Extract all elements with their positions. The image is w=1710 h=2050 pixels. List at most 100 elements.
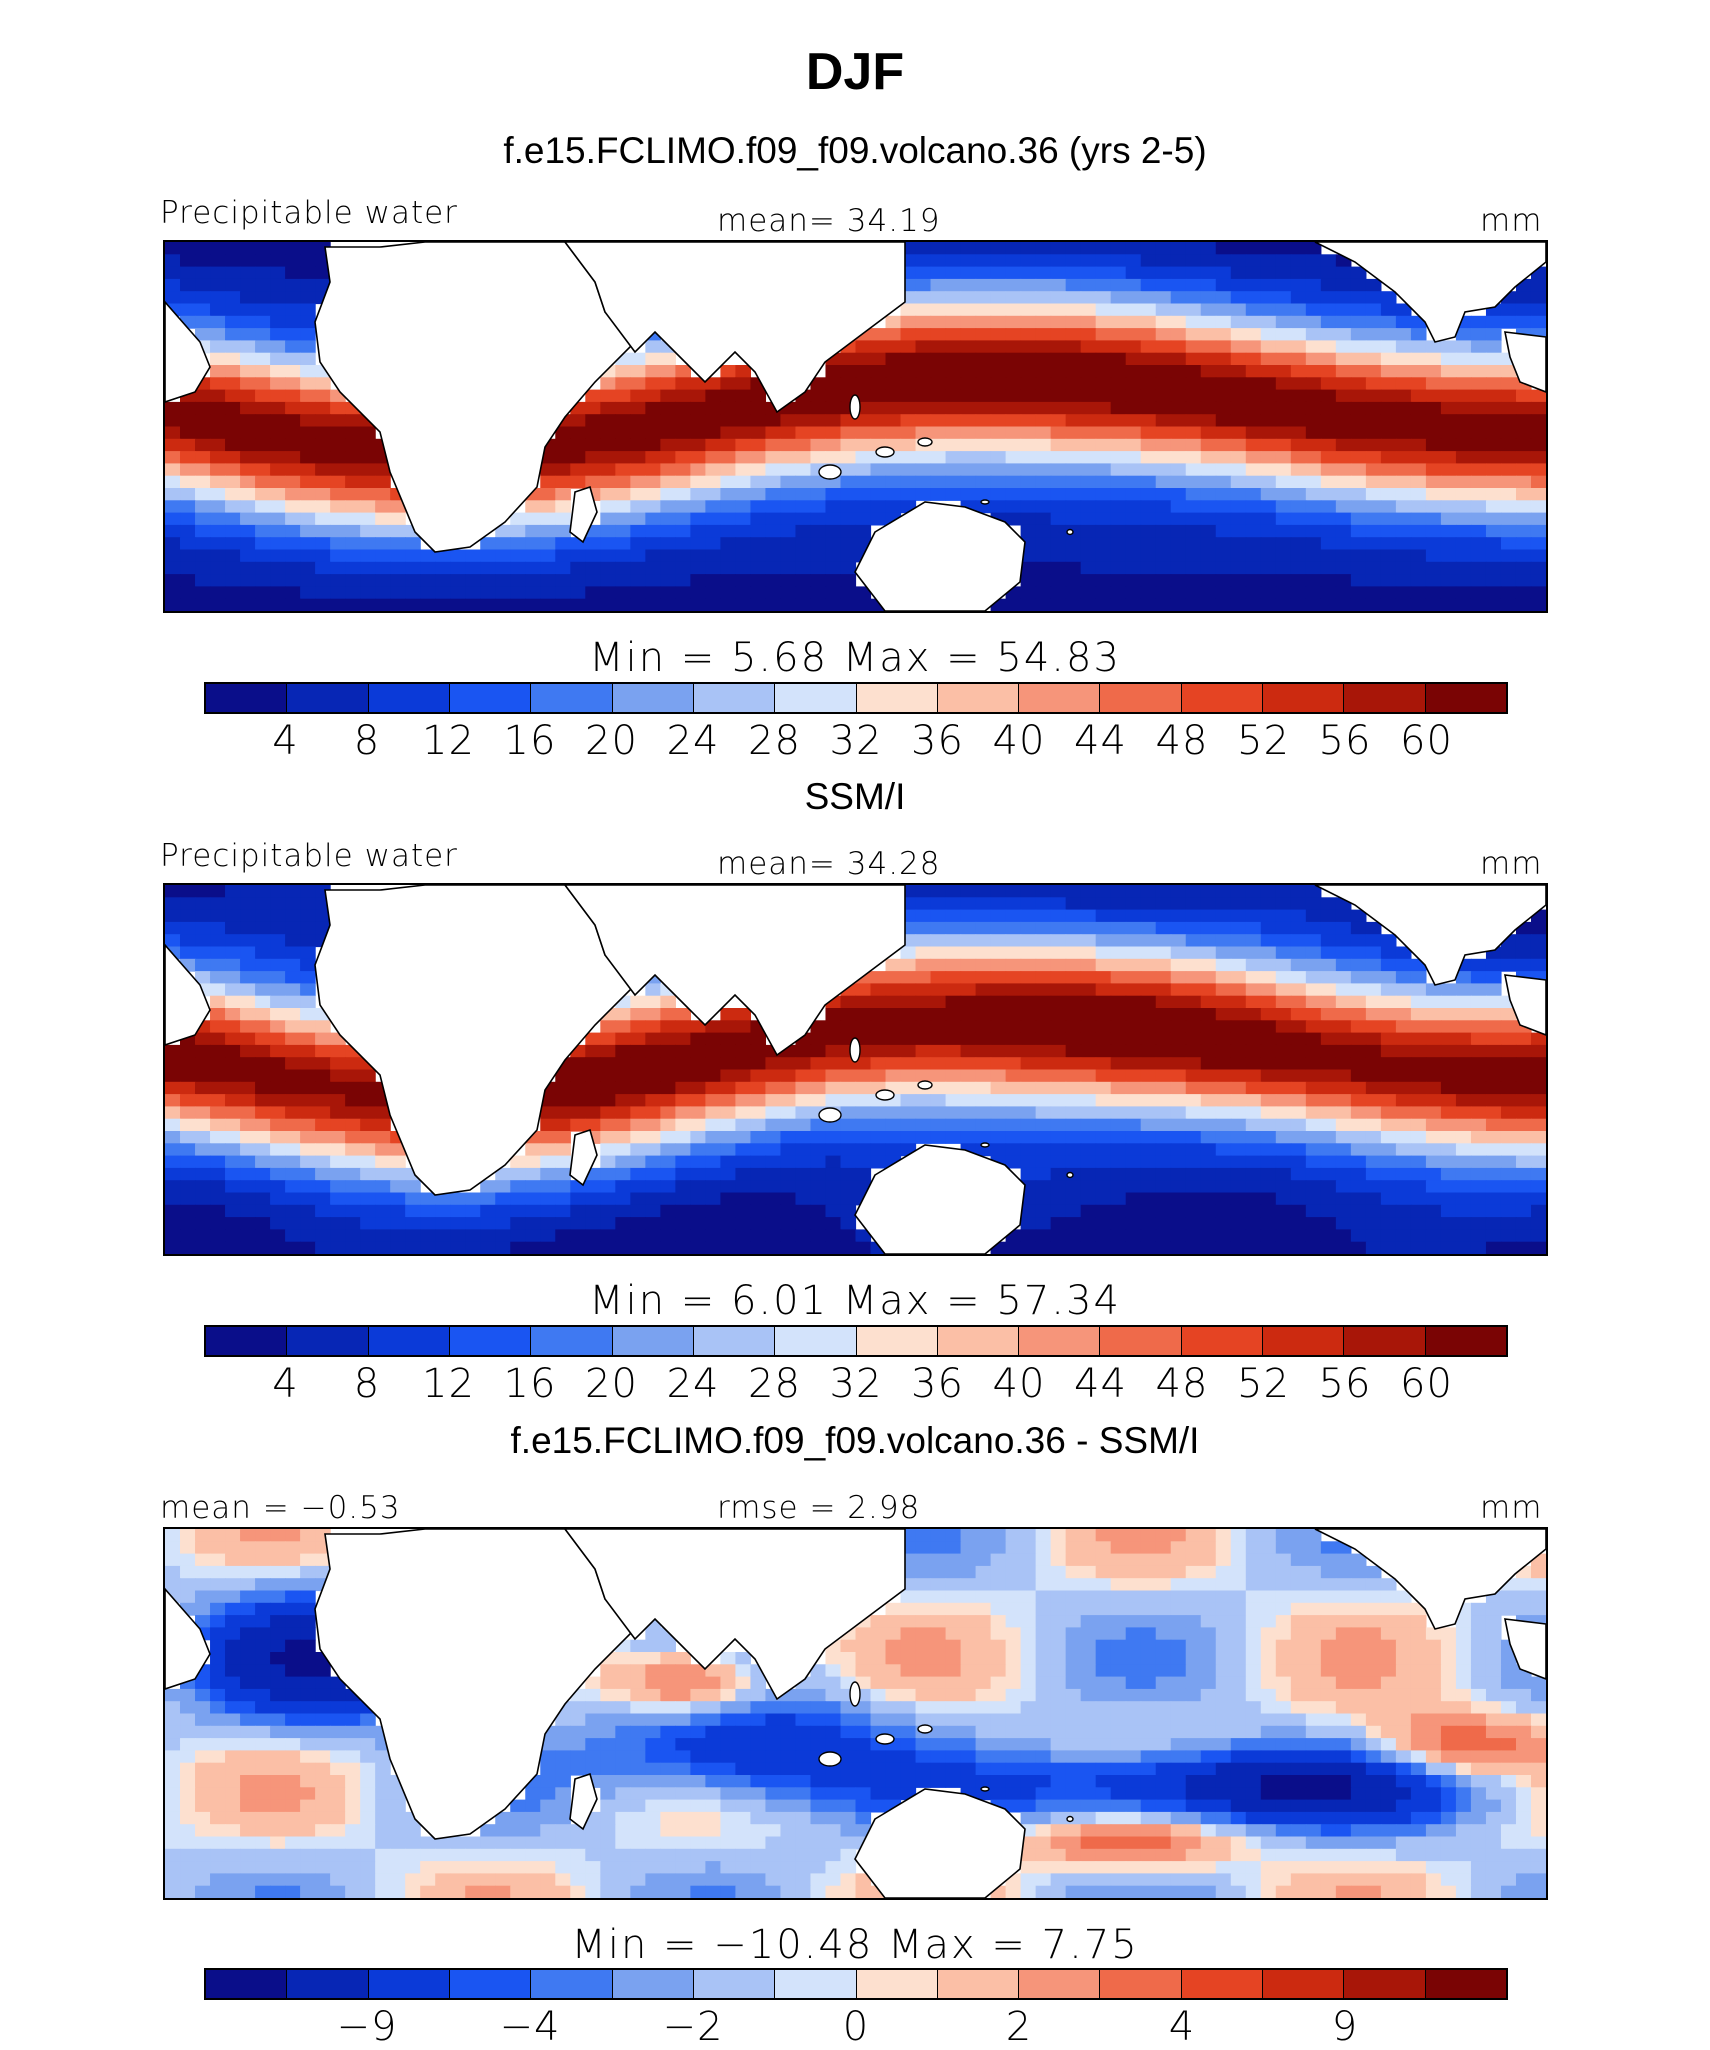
field-cell (885, 414, 902, 428)
field-cell (1125, 1118, 1142, 1132)
field-cell (210, 1627, 226, 1641)
field-cell (795, 1180, 812, 1194)
field-cell (630, 500, 646, 514)
field-cell (300, 1118, 316, 1132)
field-cell (900, 451, 917, 464)
field-cell (1470, 1241, 1487, 1254)
field-cell (1320, 574, 1337, 587)
field-cell (840, 524, 857, 538)
field-cell (675, 1106, 691, 1120)
field-cell (1020, 1032, 1037, 1046)
field-cell (1215, 389, 1232, 403)
field-cell (1215, 291, 1232, 305)
field-cell (1485, 1069, 1502, 1083)
field-cell (1275, 1167, 1292, 1181)
field-cell (1050, 1131, 1067, 1144)
field-cell (1230, 549, 1247, 563)
field-cell (1485, 488, 1502, 501)
field-cell (330, 488, 346, 501)
field-cell (1200, 1008, 1217, 1021)
field-cell (285, 1167, 301, 1181)
field-cell (1260, 1676, 1277, 1690)
field-cell (1185, 377, 1202, 391)
field-cell (165, 401, 181, 415)
field-cell (225, 1590, 241, 1604)
field-cell (225, 315, 241, 329)
field-cell (420, 1204, 436, 1218)
field-cell (255, 1131, 271, 1144)
field-cell (1155, 1615, 1172, 1628)
field-cell (1020, 438, 1037, 452)
field-cell (1260, 1241, 1277, 1254)
field-cell (675, 1167, 691, 1181)
field-cell (1185, 897, 1202, 911)
colorbar-swatch (1100, 684, 1182, 712)
field-cell (1530, 1143, 1546, 1157)
field-cell (930, 451, 947, 464)
field-cell (195, 266, 211, 280)
field-cell (390, 1143, 406, 1157)
field-cell (630, 1229, 646, 1243)
field-cell (1110, 242, 1127, 255)
field-cell (930, 278, 947, 292)
field-cell (1005, 475, 1022, 489)
field-cell (1095, 463, 1112, 477)
field-cell (1215, 1155, 1232, 1169)
field-cell (975, 1602, 992, 1616)
field-cell (1215, 500, 1232, 514)
field-cell (1305, 1020, 1322, 1034)
field-cell (810, 1676, 827, 1690)
field-cell (225, 1204, 241, 1218)
field-cell (195, 242, 211, 255)
field-cell (1425, 1032, 1442, 1046)
field-cell (1515, 1229, 1532, 1243)
field-cell (1245, 1020, 1262, 1034)
field-cell (1230, 377, 1247, 391)
field-cell (225, 389, 241, 403)
field-cell (255, 983, 271, 997)
field-cell (255, 1180, 271, 1194)
field-cell (1440, 524, 1457, 538)
field-cell (1245, 1565, 1262, 1579)
field-cell (900, 463, 917, 477)
field-cell (1440, 377, 1457, 391)
field-cell (600, 414, 616, 428)
field-cell (615, 561, 631, 575)
field-cell (1515, 946, 1532, 960)
field-cell (1020, 1008, 1037, 1021)
field-cell (660, 1676, 676, 1690)
colorbar-tick-label: 56 (1318, 1361, 1372, 1407)
field-cell (1215, 524, 1232, 538)
field-cell (585, 438, 601, 452)
field-cell (885, 488, 902, 501)
field-cell (600, 426, 616, 440)
field-cell (1260, 885, 1277, 898)
field-cell (1095, 414, 1112, 428)
field-cell (1350, 1106, 1367, 1120)
field-cell (1260, 340, 1277, 354)
field-cell (255, 426, 271, 440)
field-cell (1410, 1131, 1427, 1144)
field-cell (1395, 340, 1412, 354)
field-cell (285, 1020, 301, 1034)
field-cell (1320, 1180, 1337, 1194)
field-cell (1395, 401, 1412, 415)
field-cell (1320, 549, 1337, 563)
field-cell (1320, 303, 1337, 317)
field-cell (1320, 1217, 1337, 1230)
field-cell (1170, 1008, 1187, 1021)
colorbar (204, 1325, 1508, 1357)
field-cell (1350, 463, 1367, 477)
field-cell (795, 475, 812, 489)
field-cell (930, 340, 947, 354)
field-cell (1350, 1057, 1367, 1071)
field-cell (1410, 971, 1427, 984)
field-cell (285, 352, 301, 366)
field-cell (1365, 414, 1382, 428)
field-cell (405, 537, 421, 551)
field-cell (945, 971, 962, 984)
field-cell (690, 1664, 706, 1678)
field-cell (345, 1143, 361, 1157)
field-cell (1065, 365, 1082, 378)
colorbar-swatch (937, 1327, 1020, 1355)
